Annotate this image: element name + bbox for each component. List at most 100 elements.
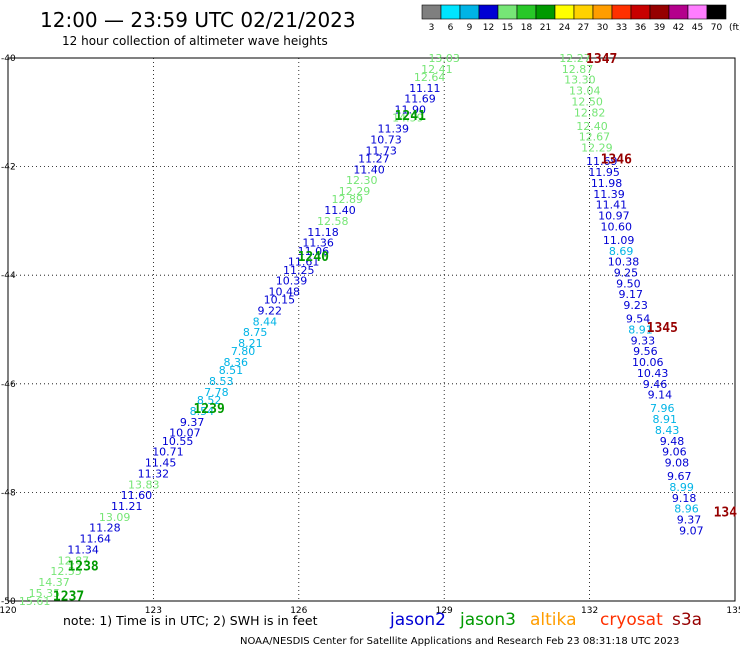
wave-height-point: 9.37 [677,514,702,527]
wave-height-point: 12.41 [421,63,453,76]
wave-height-point: 11.32 [138,467,170,480]
wave-height-point: 12.27 [559,52,591,65]
wave-height-point: 11.69 [586,155,618,168]
color-scale-swatch [554,4,575,20]
wave-height-point: 11.64 [79,533,111,546]
satellite-legend-jason3: jason3 [459,610,516,630]
x-tick-label: 129 [436,606,453,616]
pass-number-label: 1239 [193,402,224,417]
wave-height-point: 12.67 [579,131,611,144]
wave-height-point: 11.28 [89,522,121,535]
wave-height-point: 8.54 [190,405,215,418]
color-scale-label: 70 [711,23,723,33]
color-scale-swatch [440,4,461,20]
wave-height-point: 12.50 [571,95,603,108]
wave-height-point: 9.67 [667,470,692,483]
y-tick-label: -40 [1,54,16,64]
wave-height-point: 9.14 [648,389,673,402]
wave-height-point: 10.38 [608,256,640,269]
color-scale-label: 18 [521,23,533,33]
wave-height-point: 8.91 [652,413,677,426]
wave-height-point: 9.22 [257,304,282,317]
pass-number-label: 1238 [67,560,98,575]
wave-height-point: 11.25 [283,264,315,277]
color-scale-label: 21 [540,23,551,33]
wave-height-point: 12.30 [346,174,378,187]
wave-height-point: 11.06 [298,245,330,258]
wave-height-point: 12.89 [332,193,364,206]
wave-height-point: 8.69 [609,245,634,258]
y-tick-label: -44 [1,271,16,281]
wave-height-point: 9.33 [631,334,656,347]
wave-height-point: 12.58 [317,215,349,228]
color-scale-label: 15 [502,23,513,33]
color-scale-swatch [516,4,537,20]
color-scale-label: 33 [616,23,627,33]
wave-height-point: 8.53 [209,375,234,388]
wave-height-point: 11.39 [593,188,625,201]
color-scale-swatch [649,4,670,20]
wave-height-point: 11.69 [404,93,436,106]
wave-height-point: 10.48 [269,285,301,298]
wave-height-point: 11.40 [324,204,356,217]
wave-height-point: 9.48 [660,435,685,448]
color-scale-swatch [478,4,499,20]
wave-height-point: 8.75 [243,326,268,339]
wave-height-point: 9.07 [679,524,704,537]
wave-height-point: 7.96 [650,402,675,415]
wave-height-point: 11.34 [67,543,99,556]
wave-height-point: 15.35 [29,587,61,600]
pass-number-label: 1347 [586,52,617,67]
wave-height-point: 12.40 [576,120,608,133]
wave-height-point: 11.41 [596,199,628,212]
wave-height-point: 11.21 [111,500,143,513]
x-tick-label: 132 [581,606,598,616]
wave-height-point: 12.87 [562,63,594,76]
wave-height-point: 8.52 [197,394,222,407]
color-scale-label: 45 [692,23,703,33]
color-scale-swatch [592,4,613,20]
wave-height-point: 8.36 [224,356,249,369]
color-scale-label: 27 [578,23,589,33]
wave-height-point: 8.96 [674,503,699,516]
color-scale-swatch [630,4,651,20]
color-scale-label: 36 [635,23,647,33]
color-scale-swatch [535,4,556,20]
wave-height-point: 8.43 [655,424,680,437]
chart-subtitle: 12 hour collection of altimeter wave hei… [62,34,328,48]
wave-height-point: 11.40 [353,163,385,176]
wave-height-point: 9.56 [633,345,658,358]
wave-height-point: 13.09 [99,511,131,524]
wave-height-point: 14.59 [392,112,424,125]
wave-height-point: 11.36 [302,237,334,250]
color-scale-label: 24 [559,23,571,33]
wave-height-point: 10.07 [169,427,201,440]
wave-height-point: 11.39 [378,123,410,136]
color-scale-label: 9 [467,23,473,33]
wave-height-point: 11.18 [307,226,339,239]
color-scale-swatch [706,4,727,20]
wave-height-point: 12.29 [581,142,613,155]
wave-height-point: 7.80 [231,345,256,358]
color-scale-label: 3 [429,23,435,33]
x-tick-label: 126 [290,606,307,616]
wave-height-point: 14.37 [38,576,70,589]
wave-height-point: 9.06 [662,446,687,459]
y-tick-label: -48 [1,488,16,498]
wave-height-point: 8.99 [669,481,694,494]
wave-height-point: 13.83 [128,478,160,491]
satellite-legend-s3a: s3a [672,610,702,630]
color-scale-swatch [573,4,594,20]
wave-height-point: 11.73 [365,144,397,157]
wave-height-point: 11.11 [409,82,441,95]
color-scale-label: 42 [673,23,684,33]
wave-height-point: 9.08 [665,457,690,470]
footer-text: NOAA/NESDIS Center for Satellite Applica… [240,636,679,647]
wave-height-point: 10.71 [152,446,184,459]
color-scale-swatch [497,4,518,20]
wave-height-point: 10.43 [637,367,669,380]
axis-ticks: 120 123 126 129 132 135 -40 -42 -44 -46 -48 -50 [0,54,740,616]
wave-height-point: 11.27 [358,152,390,165]
